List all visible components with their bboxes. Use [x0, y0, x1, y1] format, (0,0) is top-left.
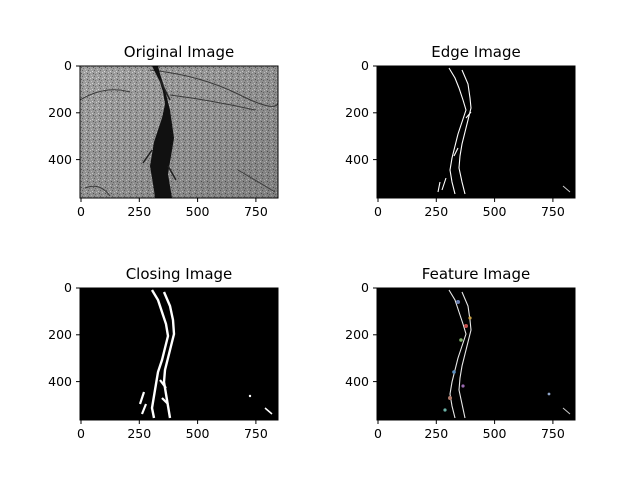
x-tick-label: 250	[127, 426, 151, 441]
photo-closing	[80, 288, 278, 420]
y-tick-label: 0	[361, 58, 369, 73]
x-tick-label: 500	[186, 426, 210, 441]
y-tick-label: 400	[345, 374, 369, 389]
x-tick-label: 0	[374, 426, 382, 441]
x-tick-label: 250	[424, 426, 448, 441]
panel-title-original: Original Image	[124, 43, 234, 61]
y-tick-label: 200	[48, 327, 72, 342]
panel-edge: Edge Image 0 200 400 0 250 500 750	[345, 43, 576, 219]
x-tick-label: 0	[77, 204, 85, 219]
y-tick-label: 200	[48, 105, 72, 120]
y-tick-label: 400	[48, 152, 72, 167]
x-tick-label: 0	[374, 204, 382, 219]
x-tick-label: 0	[77, 426, 85, 441]
panel-closing: Closing Image 0 200 400 0 250 500 750	[48, 265, 279, 441]
panel-feature: Feature Image 0 200 400 0 250 500 750	[345, 265, 576, 441]
y-tick-label: 200	[345, 105, 369, 120]
axes-frame-edge	[376, 65, 576, 199]
x-tick-label: 500	[186, 204, 210, 219]
x-tick-label: 500	[483, 426, 507, 441]
photo-original	[79, 66, 279, 198]
photo-feature	[377, 288, 575, 420]
x-tick-label: 750	[541, 426, 565, 441]
x-tick-label: 250	[424, 204, 448, 219]
axes-frame-feature	[376, 287, 576, 421]
photo-edge	[377, 66, 575, 198]
x-tick-label: 750	[244, 426, 268, 441]
panel-title-edge: Edge Image	[431, 43, 521, 61]
y-tick-label: 0	[64, 58, 72, 73]
y-tick-label: 400	[345, 152, 369, 167]
x-tick-label: 500	[483, 204, 507, 219]
panel-original: Original Image 0 200 400 0 250 500 750	[48, 43, 279, 219]
panel-title-closing: Closing Image	[126, 265, 233, 283]
x-tick-label: 750	[244, 204, 268, 219]
panel-title-feature: Feature Image	[422, 265, 530, 283]
axes-frame-closing	[79, 287, 279, 421]
y-tick-label: 400	[48, 374, 72, 389]
axes-frame-original	[79, 65, 279, 199]
y-tick-label: 0	[361, 280, 369, 295]
y-tick-label: 200	[345, 327, 369, 342]
x-tick-label: 750	[541, 204, 565, 219]
y-tick-label: 0	[64, 280, 72, 295]
x-tick-label: 250	[127, 204, 151, 219]
